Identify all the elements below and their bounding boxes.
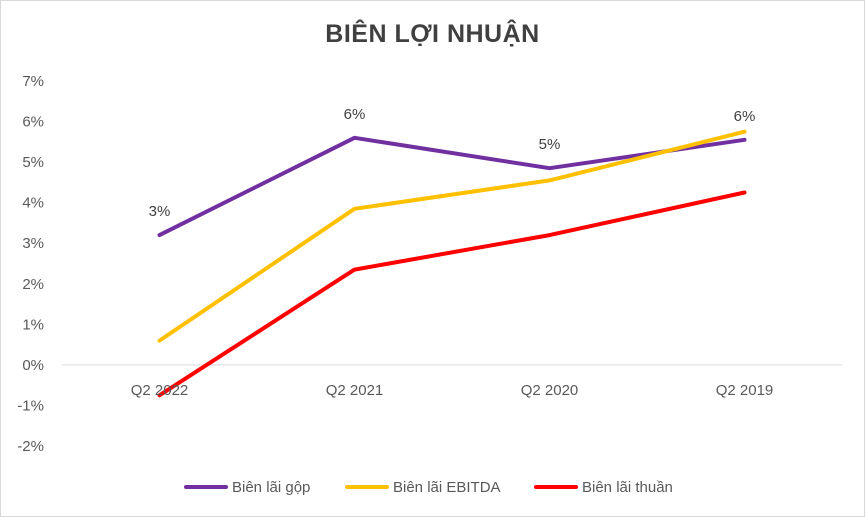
y-tick-label: 1% xyxy=(22,316,44,333)
data-label: 6% xyxy=(344,106,366,123)
legend-item: Biên lãi gộp xyxy=(184,479,310,496)
axis-layer: 7% 6% 5% 4% 3% 2% 1% 0% -1% -2% xyxy=(17,73,842,455)
legend-label: Biên lãi EBITDA xyxy=(393,479,501,496)
series-line xyxy=(157,129,747,343)
chart-title: BIÊN LỢI NHUẬN xyxy=(325,20,540,48)
y-tick-label: 4% xyxy=(22,195,44,212)
y-tick-label: -2% xyxy=(17,438,44,455)
y-tick-label: 2% xyxy=(22,276,44,293)
legend-label: Biên lãi thuần xyxy=(582,479,673,496)
x-tick-label: Q2 2020 xyxy=(521,382,579,399)
y-tick-label: 5% xyxy=(22,154,44,171)
data-label: 3% xyxy=(149,203,171,220)
y-tick-label: 0% xyxy=(22,357,44,374)
data-label: 6% xyxy=(734,108,756,125)
y-tick-label: -1% xyxy=(17,397,44,414)
y-tick-label: 3% xyxy=(22,235,44,252)
y-tick-label: 6% xyxy=(22,114,44,131)
x-tick-label: Q2 2019 xyxy=(716,382,774,399)
series-line xyxy=(157,190,747,398)
legend-item: Biên lãi EBITDA xyxy=(345,479,501,496)
legend-label: Biên lãi gộp xyxy=(232,479,310,496)
x-tick-label: Q2 2021 xyxy=(326,382,384,399)
data-label: 5% xyxy=(539,136,561,153)
data-label-layer: Q2 2022 Q2 2021 Q2 2020 Q2 2019 3% 6% 5% 6% xyxy=(131,106,774,399)
y-tick-label: 7% xyxy=(22,73,44,90)
series-layer xyxy=(157,129,747,398)
legend-item: Biên lãi thuần xyxy=(534,479,673,496)
legend: Biên lãi gộp Biên lãi EBITDA Biên lãi thuầ… xyxy=(184,479,673,496)
x-tick-label: Q2 2022 xyxy=(131,382,189,399)
